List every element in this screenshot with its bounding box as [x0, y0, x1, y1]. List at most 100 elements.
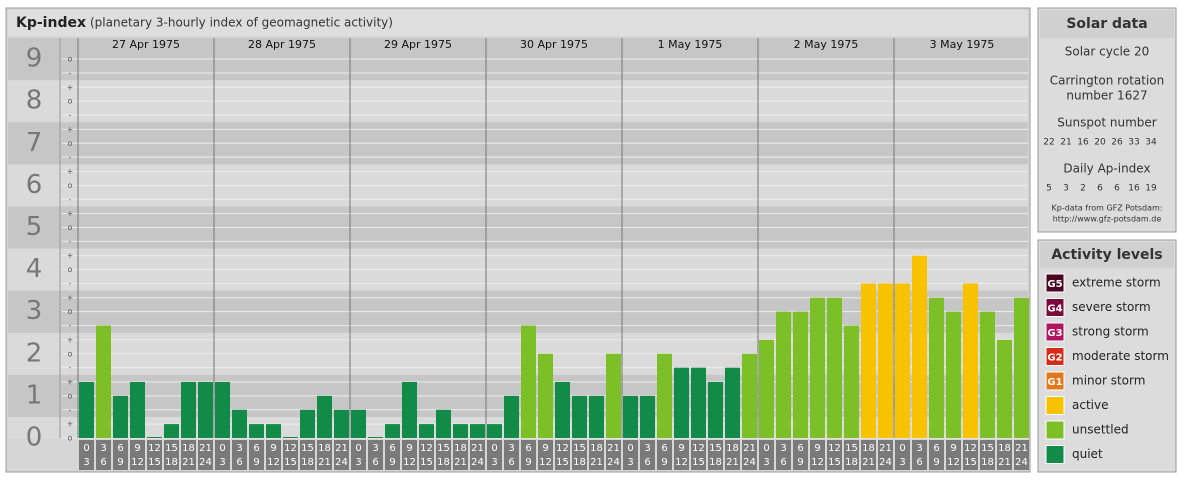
hour-box — [725, 440, 740, 470]
bar — [708, 382, 723, 438]
hour-label: 15 — [556, 457, 569, 468]
hour-box — [266, 440, 281, 470]
minor-tick-label: + — [67, 293, 74, 302]
hour-box — [946, 440, 961, 470]
bar — [504, 395, 519, 438]
hour-box — [844, 440, 859, 470]
hour-label: 6 — [644, 457, 650, 468]
minor-tick-label: - — [69, 111, 72, 120]
solar-panel — [1037, 7, 1177, 233]
hour-label: 6 — [372, 457, 378, 468]
hour-box — [759, 440, 774, 470]
legend-label: active — [1072, 398, 1108, 412]
bar — [198, 382, 213, 438]
hour-label: 9 — [406, 443, 412, 454]
carrington: number 1627 — [1066, 89, 1147, 103]
hour-box — [368, 440, 383, 470]
bar — [470, 424, 485, 438]
hour-label: 6 — [933, 443, 939, 454]
hour-label: 12 — [267, 457, 280, 468]
hour-label: 12 — [420, 443, 433, 454]
bar — [606, 353, 621, 438]
hour-label: 9 — [678, 443, 684, 454]
hour-label: 18 — [182, 443, 195, 454]
hour-label: 3 — [644, 443, 650, 454]
hour-box — [895, 440, 910, 470]
bar — [674, 367, 689, 438]
y-tick-label: 5 — [26, 212, 43, 242]
sunspot-value: 34 — [1145, 138, 1157, 148]
minor-tick-label: + — [67, 251, 74, 260]
y-tick-label: 2 — [26, 338, 43, 368]
hour-label: 15 — [573, 443, 586, 454]
hour-label: 24 — [471, 457, 484, 468]
bar — [249, 424, 264, 438]
day-label: 3 May 1975 — [930, 38, 995, 51]
hour-label: 21 — [199, 443, 212, 454]
minor-tick-label: - — [69, 237, 72, 246]
hour-label: 18 — [998, 443, 1011, 454]
hour-label: 9 — [814, 443, 820, 454]
bar — [538, 353, 553, 438]
bar — [453, 424, 468, 438]
minor-tick-label: + — [67, 420, 74, 429]
hour-box — [317, 440, 332, 470]
bar — [215, 382, 230, 438]
minor-tick-label: - — [69, 363, 72, 372]
hour-box — [708, 440, 723, 470]
legend-label: severe storm — [1072, 300, 1151, 314]
hour-label: 21 — [454, 457, 467, 468]
legend-swatch — [1045, 445, 1065, 464]
bar — [997, 339, 1012, 438]
legend-badge: G1 — [1047, 377, 1062, 388]
hour-label: 3 — [763, 457, 769, 468]
chart-title: Kp-index — [16, 15, 86, 31]
hour-label: 15 — [284, 457, 297, 468]
hour-label: 21 — [182, 457, 195, 468]
ap-value: 5 — [1046, 184, 1052, 194]
bar — [385, 424, 400, 438]
hour-label: 6 — [916, 457, 922, 468]
ap-value: 6 — [1114, 184, 1120, 194]
hour-box — [963, 440, 978, 470]
hour-box — [555, 440, 570, 470]
chart-subtitle: (planetary 3-hourly index of geomagnetic… — [90, 16, 393, 30]
hour-box — [572, 440, 587, 470]
bar — [351, 409, 366, 438]
day-label: 27 Apr 1975 — [112, 38, 180, 51]
carrington: Carrington rotation — [1050, 74, 1164, 88]
minor-tick-label: - — [69, 405, 72, 414]
ap-value: 3 — [1063, 184, 1069, 194]
hour-label: 21 — [998, 457, 1011, 468]
bar — [164, 424, 179, 438]
hour-box — [793, 440, 808, 470]
legend-swatch — [1045, 396, 1065, 415]
bar — [368, 437, 383, 438]
bar — [419, 424, 434, 438]
hour-label: 18 — [301, 457, 314, 468]
bar — [113, 395, 128, 438]
hour-box — [691, 440, 706, 470]
bar — [436, 409, 451, 438]
legend-swatch — [1045, 347, 1065, 366]
hour-label: 15 — [148, 457, 161, 468]
legend-swatch — [1045, 420, 1065, 440]
bar — [521, 325, 536, 438]
hour-label: 0 — [491, 443, 497, 454]
hour-label: 18 — [437, 457, 450, 468]
hour-label: 15 — [301, 443, 314, 454]
bar — [555, 382, 570, 438]
hour-label: 3 — [355, 457, 361, 468]
bar — [1014, 297, 1029, 438]
bar — [691, 367, 706, 438]
legend-label: quiet — [1072, 447, 1103, 461]
hour-label: 21 — [471, 443, 484, 454]
hour-box — [351, 440, 366, 470]
ap-value: 2 — [1080, 184, 1086, 194]
bar — [181, 382, 196, 438]
hour-label: 21 — [726, 457, 739, 468]
bar — [317, 395, 332, 438]
hour-label: 9 — [661, 457, 667, 468]
